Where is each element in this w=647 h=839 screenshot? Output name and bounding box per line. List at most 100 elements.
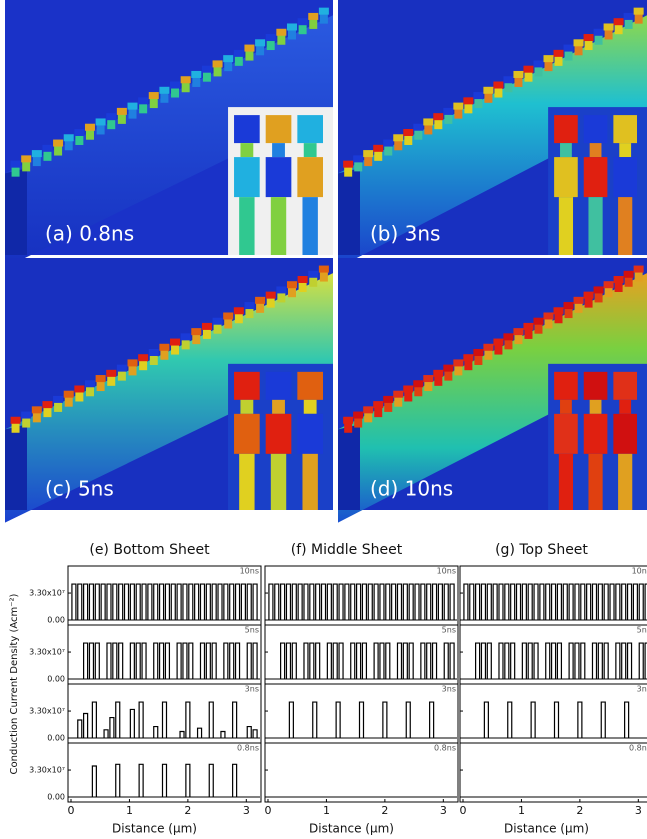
fin-top <box>117 365 127 372</box>
simulation-image: (a) 0.8ns <box>5 0 333 268</box>
pulse <box>403 643 407 679</box>
panel-frame <box>265 625 458 684</box>
inset-fin-foot <box>588 454 602 510</box>
pulse <box>392 584 396 620</box>
pulse <box>313 702 317 738</box>
fin-base <box>625 277 633 287</box>
inset-fin-body <box>234 414 260 454</box>
fin-top <box>393 134 403 141</box>
x-tick-label: 1 <box>126 804 133 817</box>
pulse <box>165 643 169 679</box>
fin-top <box>298 276 308 283</box>
fin-top <box>363 406 373 413</box>
fin-base <box>494 88 502 98</box>
y-tick-label: 0.00 <box>47 793 65 802</box>
pulse <box>505 584 509 620</box>
pulse <box>374 584 378 620</box>
pulse <box>186 702 190 738</box>
pulse <box>142 584 146 620</box>
fin-base <box>394 140 402 150</box>
fin-top <box>308 271 318 278</box>
pulse <box>281 643 285 679</box>
fin-base <box>404 135 412 145</box>
image-label: (a) 0.8ns <box>45 222 134 246</box>
image-label: (c) 5ns <box>45 477 114 501</box>
fin-top <box>138 97 148 104</box>
fin-base <box>384 402 392 412</box>
pulse <box>508 702 512 738</box>
pulse <box>221 731 225 738</box>
fin-top <box>343 417 353 424</box>
fin-base <box>65 140 73 150</box>
inset-fin-foot <box>588 197 602 255</box>
x-axis-label: Distance (μm) <box>309 822 394 836</box>
pulse <box>233 764 237 797</box>
fin-base <box>277 35 285 45</box>
fin-top <box>503 76 513 83</box>
pulse <box>415 584 419 620</box>
y-tick-label: 3.30x10⁷ <box>29 707 65 716</box>
pulse <box>292 643 296 679</box>
pulse <box>587 584 591 620</box>
fin-base <box>288 287 296 297</box>
fin-top <box>423 375 433 382</box>
fin-base <box>364 156 372 166</box>
fin-base <box>424 381 432 391</box>
inset-fin-foot <box>271 454 286 510</box>
fin-base <box>585 298 593 308</box>
fin-top <box>255 297 265 304</box>
pulse <box>286 584 290 620</box>
fin-top <box>96 375 106 382</box>
fin-base <box>595 35 603 45</box>
slab-side <box>338 168 360 255</box>
pulse <box>322 584 326 620</box>
fin-base <box>288 29 296 39</box>
fin-top <box>287 23 297 30</box>
pulse <box>160 643 164 679</box>
fin-base <box>320 272 328 282</box>
fin-base <box>214 324 222 334</box>
pulse <box>236 584 240 620</box>
pulse <box>72 584 76 620</box>
slab-side <box>5 168 27 255</box>
fin-top <box>276 29 286 36</box>
pulse <box>116 764 120 797</box>
fin-base <box>635 272 643 282</box>
panel-frame <box>460 566 647 625</box>
fin-base <box>12 423 20 433</box>
fin-top <box>353 412 363 419</box>
fin-top <box>403 385 413 392</box>
fin-top <box>53 396 63 403</box>
x-tick-label: 0 <box>265 804 272 817</box>
fin-top <box>493 82 503 89</box>
inset-fin-body <box>234 157 260 197</box>
fin-top <box>11 417 21 424</box>
pulse <box>200 643 204 679</box>
fin-top <box>343 161 353 168</box>
panel-frame <box>68 566 261 625</box>
inset-fin-neck <box>590 143 602 157</box>
pulse <box>616 643 620 679</box>
fin-base <box>171 345 179 355</box>
inset-fin-head <box>234 115 260 143</box>
fin-top <box>32 406 42 413</box>
inset-fin-foot <box>239 197 254 255</box>
inset-fin-head <box>297 372 323 400</box>
panel-label: 0.8ns <box>434 744 456 753</box>
fin-top <box>523 323 533 330</box>
fin-top <box>85 124 95 131</box>
pulse <box>212 643 216 679</box>
pulse <box>224 643 228 679</box>
pulse <box>286 643 290 679</box>
fin-base <box>224 318 232 328</box>
x-tick-label: 3 <box>440 804 447 817</box>
pulse <box>209 702 213 738</box>
fin-base <box>54 146 62 156</box>
simulation-image: (d) 10ns <box>338 258 647 523</box>
fin-base <box>635 14 643 24</box>
pulse <box>622 643 626 679</box>
pulse <box>206 643 210 679</box>
pulse <box>101 584 105 620</box>
panel-label: 3ns <box>637 685 647 694</box>
pulse <box>563 584 567 620</box>
